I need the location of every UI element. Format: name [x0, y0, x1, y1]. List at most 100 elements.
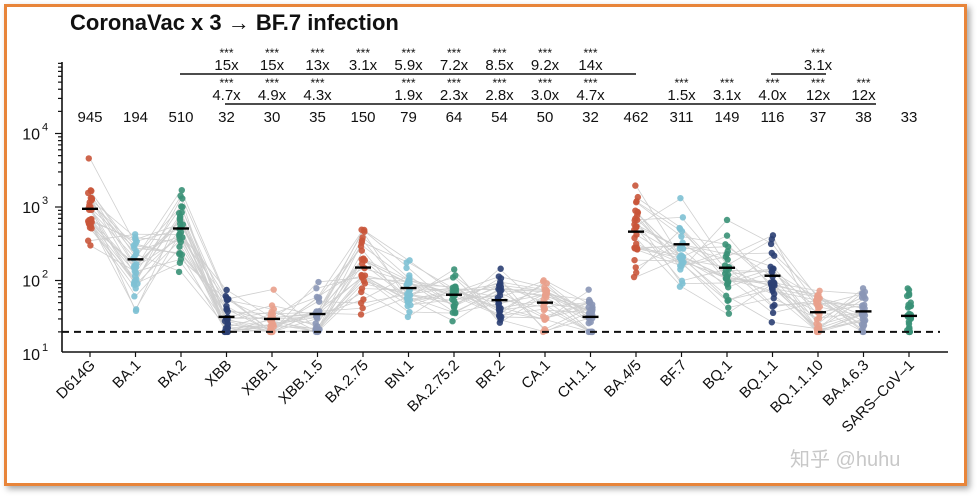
gmt-label: 38 — [855, 109, 872, 126]
chart-title: CoronaVac x 3 → BF.7 infection — [70, 10, 399, 35]
pair-line — [772, 293, 819, 333]
pair-line — [681, 282, 728, 285]
comparison-row2-fold: 4.7x — [576, 87, 605, 104]
comparison-row2-sig: *** — [219, 76, 233, 90]
pair-line — [226, 289, 273, 300]
pair-line — [408, 269, 455, 299]
pair-line — [817, 297, 864, 316]
x-tick-label: BF.7 — [657, 357, 690, 390]
pair-line — [544, 299, 591, 333]
gmt-label: 54 — [491, 109, 508, 126]
pair-line — [772, 301, 819, 314]
comparison-row1-fold: 15x — [260, 57, 285, 74]
pair-line — [817, 300, 864, 309]
pair-line — [499, 276, 546, 288]
pair-line — [271, 311, 318, 327]
pair-line — [135, 246, 182, 297]
comparison-row2-sig: *** — [538, 76, 552, 90]
pair-line — [362, 276, 409, 313]
x-tick-label: CA.1 — [518, 357, 554, 393]
pair-line — [180, 190, 227, 297]
data-point — [497, 280, 504, 288]
pair-line — [453, 283, 500, 292]
x-tick-label: BA.2 — [155, 357, 190, 392]
pair-line — [635, 210, 682, 270]
pair-line — [817, 296, 864, 333]
data-point — [87, 194, 94, 202]
pair-line — [362, 237, 409, 279]
pair-line — [499, 319, 546, 333]
data-point — [679, 214, 687, 221]
x-tick-label: BA.4/5 — [601, 357, 645, 401]
pair-line — [317, 288, 364, 333]
pair-line — [180, 206, 227, 310]
data-point — [767, 263, 774, 271]
comparison-row1-sig: *** — [538, 46, 552, 60]
data-point — [585, 286, 592, 293]
pair-line — [362, 274, 409, 286]
comparison-row1-fold: 8.5x — [485, 57, 514, 74]
pair-line — [271, 297, 318, 331]
comparison-row1-sig: *** — [492, 46, 506, 60]
gmt-label: 150 — [350, 109, 375, 126]
pair-line — [89, 233, 136, 242]
data-point — [449, 318, 456, 325]
data-point — [132, 306, 140, 313]
data-point — [452, 288, 460, 295]
data-point — [633, 198, 640, 205]
pair-line — [544, 301, 591, 317]
data-point — [723, 232, 731, 239]
pair-line — [135, 237, 182, 243]
pair-line — [544, 306, 591, 330]
pair-line — [89, 190, 136, 252]
gmt-label: 194 — [123, 109, 148, 126]
pair-line — [726, 266, 773, 307]
pair-line — [453, 287, 500, 299]
pair-line — [317, 277, 364, 283]
pair-line — [317, 245, 364, 299]
data-point — [858, 310, 866, 318]
pair-line — [226, 299, 273, 322]
pair-line — [681, 257, 728, 285]
pair-line — [362, 296, 409, 315]
data-point — [858, 294, 866, 301]
pair-line — [135, 253, 182, 273]
comparison-row1-sig: *** — [265, 46, 279, 60]
data-point — [632, 264, 639, 271]
data-point — [816, 294, 823, 302]
comparison-row2-sig: *** — [401, 76, 415, 90]
pair-line — [453, 268, 500, 308]
data-point — [358, 285, 366, 292]
pair-line — [180, 234, 227, 291]
comparison-row2-sig: *** — [265, 76, 279, 90]
data-point — [175, 268, 183, 276]
data-point — [722, 253, 729, 260]
data-point — [541, 325, 548, 333]
pair-line — [681, 263, 728, 302]
data-point — [769, 278, 777, 285]
data-point — [178, 251, 186, 258]
pair-line — [681, 244, 728, 255]
pair-line — [271, 320, 318, 333]
pair-line — [681, 235, 728, 258]
data-point — [768, 319, 776, 326]
data-point — [724, 284, 732, 291]
pair-line — [271, 316, 318, 326]
data-point — [677, 252, 685, 259]
pair-line — [681, 245, 728, 260]
pair-line — [817, 311, 864, 326]
data-point — [677, 194, 684, 202]
pair-line — [408, 311, 455, 314]
pair-line — [772, 243, 819, 306]
data-point — [357, 243, 365, 250]
data-point — [179, 195, 186, 202]
pair-line — [317, 229, 364, 298]
y-tick-exponent: 2 — [42, 269, 48, 281]
pair-line — [89, 205, 136, 312]
pair-line — [317, 267, 364, 298]
data-point — [540, 277, 547, 284]
pair-line — [226, 299, 273, 310]
pair-line — [135, 231, 182, 310]
pair-line — [226, 319, 273, 327]
gmt-label: 33 — [901, 109, 918, 126]
